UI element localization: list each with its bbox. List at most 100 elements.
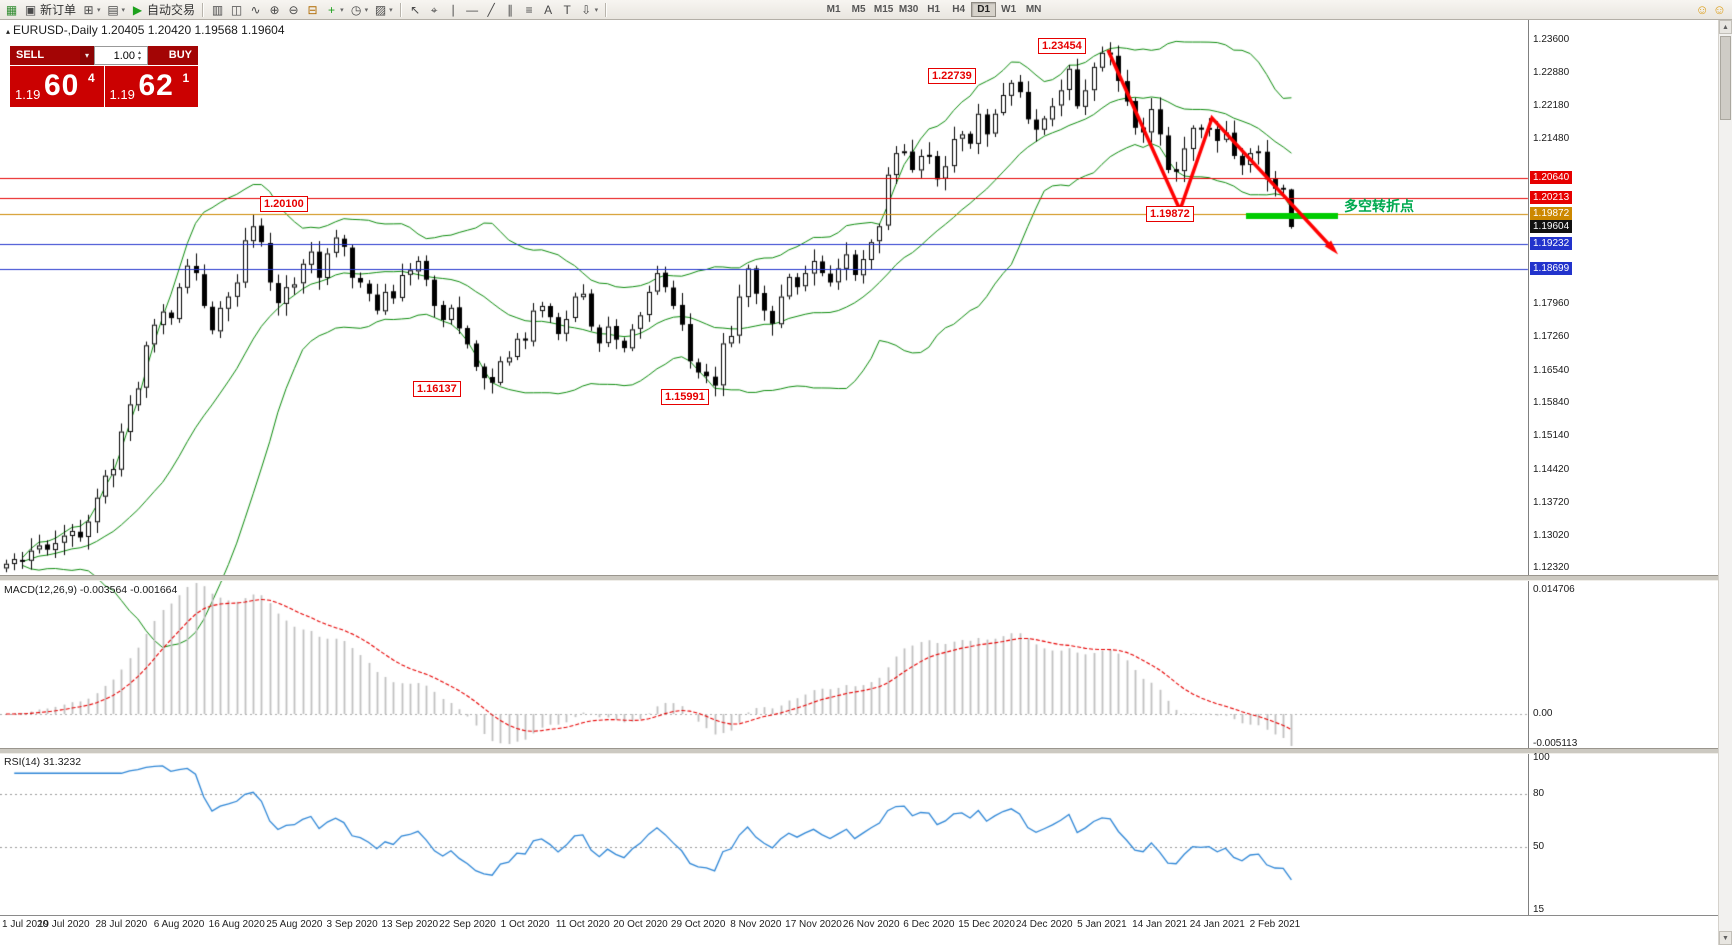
price-tick-label: 1.15140 xyxy=(1533,430,1570,442)
price-callout: 1.19872 xyxy=(1146,206,1194,222)
price-callout: 1.23454 xyxy=(1038,38,1086,54)
price-tick-label: 1.13720 xyxy=(1533,496,1570,508)
tile-windows-icon[interactable]: ⊟ xyxy=(307,2,318,17)
timeframe-d1-button[interactable]: D1 xyxy=(971,2,997,17)
macd-tick-label: 0.00 xyxy=(1533,708,1553,720)
horizontal-line-icon[interactable]: ― xyxy=(466,2,479,17)
buy-price-big: 62 xyxy=(138,69,174,102)
price-tick-label: 1.21480 xyxy=(1533,133,1570,145)
chart-title-text: EURUSD-,Daily 1.20405 1.20420 1.19568 1.… xyxy=(13,23,285,37)
price-level-tag: 1.19232 xyxy=(1530,237,1573,251)
new-chart-icon[interactable]: ⊞ ▾ xyxy=(83,2,101,17)
trendline-icon[interactable]: ╱ xyxy=(487,2,495,17)
annotation-text: 多空转折点 xyxy=(1344,198,1414,214)
sell-price-small: 1.19 xyxy=(15,87,41,102)
price-level-tag: 1.19604 xyxy=(1530,220,1573,233)
scrollbar-thumb[interactable] xyxy=(1720,36,1731,120)
sell-price-button[interactable]: 1.19 60 4 xyxy=(10,66,104,107)
timeframe-h4-button[interactable]: H4 xyxy=(952,4,966,15)
text-icon[interactable]: A xyxy=(544,2,553,17)
crosshair-icon[interactable]: ⌖ xyxy=(430,2,438,17)
date-label: 6 Dec 2020 xyxy=(903,919,955,930)
scrollbar-up-button[interactable]: ▲ xyxy=(1719,20,1732,34)
bars-chart-icon[interactable]: ▥ xyxy=(211,2,224,17)
vertical-line-icon[interactable]: ∣ xyxy=(450,2,457,17)
date-label: 22 Sep 2020 xyxy=(439,919,496,930)
smiley-icon[interactable]: ☺ xyxy=(1695,2,1709,17)
new-order-button[interactable]: ▣ 新订单 xyxy=(24,2,77,18)
volume-stepper[interactable]: ▴ ▾ xyxy=(137,47,142,64)
date-label: 6 Aug 2020 xyxy=(153,919,205,930)
price-level-tag: 1.20213 xyxy=(1530,191,1573,205)
chart-window-icon[interactable]: ▦ xyxy=(5,2,18,17)
line-chart-icon[interactable]: ∿ xyxy=(250,2,261,17)
channel-icon[interactable]: ∥ xyxy=(507,2,514,17)
timeframe-h1-button[interactable]: H1 xyxy=(927,4,941,15)
date-label: 1 Jul 2020 xyxy=(2,919,49,930)
volume-up-icon[interactable]: ▴ xyxy=(138,49,142,56)
date-label: 24 Dec 2020 xyxy=(1015,919,1073,930)
timeframe-toolbar: M1 M5 M15 M30 H1 H4 D1 W1 MN xyxy=(821,2,1046,17)
price-callout: 1.22739 xyxy=(928,68,976,84)
date-label: 13 Sep 2020 xyxy=(381,919,439,930)
date-label: 28 Jul 2020 xyxy=(95,919,148,930)
profiles-icon[interactable]: ▤ ▾ xyxy=(107,2,126,17)
price-tick-label: 1.14420 xyxy=(1533,464,1570,475)
periods-icon[interactable]: ◷ ▾ xyxy=(350,2,369,17)
price-level-tag: 1.18699 xyxy=(1530,262,1573,276)
date-label: 5 Jan 2021 xyxy=(1077,919,1127,930)
date-label: 17 Nov 2020 xyxy=(785,919,842,930)
timeframe-m1-button[interactable]: M1 xyxy=(826,4,841,15)
volume-down-icon[interactable]: ▾ xyxy=(138,55,142,62)
templates-icon[interactable]: ▨ ▾ xyxy=(374,2,393,17)
oneclick-dropdown-button[interactable]: ▾ xyxy=(80,46,94,65)
indicators-icon[interactable]: + ▾ xyxy=(328,2,344,17)
timeframe-m5-button[interactable]: M5 xyxy=(851,4,866,15)
arrows-icon[interactable]: ⇩ ▾ xyxy=(581,2,599,17)
timeframe-m15-button[interactable]: M15 xyxy=(873,4,894,15)
panel-separator[interactable] xyxy=(0,748,1732,754)
date-label: 24 Jan 2021 xyxy=(1189,919,1245,930)
volume-box: ▴▾ xyxy=(94,46,148,65)
volume-input[interactable] xyxy=(95,47,137,64)
toolbar-right-icons: ☺ ☺ xyxy=(1693,2,1728,17)
price-axis-border xyxy=(1528,20,1529,915)
sell-price-sup: 4 xyxy=(88,71,95,85)
scrollbar-down-button[interactable]: ▼ xyxy=(1719,931,1732,945)
date-label: 3 Sep 2020 xyxy=(326,919,378,930)
buy-button[interactable]: BUY xyxy=(148,46,198,65)
zoom-out-icon[interactable]: ⊖ xyxy=(288,2,299,17)
fibonacci-icon[interactable]: ≡ xyxy=(525,2,533,17)
date-label: 19 Jul 2020 xyxy=(37,919,90,930)
date-label: 29 Oct 2020 xyxy=(670,919,726,930)
label-icon[interactable]: T xyxy=(563,2,571,17)
oneclick-toggle-icon[interactable]: ▴ xyxy=(6,27,11,36)
price-level-tag: 1.19872 xyxy=(1530,207,1573,221)
timeframe-m30-button[interactable]: M30 xyxy=(898,4,919,15)
buy-price-sup: 1 xyxy=(182,71,190,85)
cursor-icon[interactable]: ↖ xyxy=(410,2,421,17)
timeframe-w1-button[interactable]: W1 xyxy=(1001,4,1017,15)
panel-separator[interactable] xyxy=(0,575,1732,581)
vertical-scrollbar[interactable]: ▲ ▼ xyxy=(1718,20,1732,945)
date-label: 8 Nov 2020 xyxy=(730,919,782,930)
date-label: 2 Feb 2021 xyxy=(1249,919,1301,930)
rsi-tick-label: 80 xyxy=(1533,787,1545,799)
sell-button[interactable]: SELL xyxy=(10,46,80,65)
date-label: 26 Nov 2020 xyxy=(842,919,900,930)
buy-price-button[interactable]: 1.19 62 1 xyxy=(104,66,198,107)
candles-chart-icon[interactable]: ◫ xyxy=(230,2,243,17)
rsi-tick-label: 100 xyxy=(1533,752,1550,763)
price-callout: 1.16137 xyxy=(413,381,461,397)
smiley2-icon[interactable]: ☺ xyxy=(1712,2,1726,17)
autotrading-button[interactable]: ▶ 自动交易 xyxy=(132,2,196,18)
zoom-in-icon[interactable]: ⊕ xyxy=(269,2,280,17)
price-tick-label: 1.22180 xyxy=(1533,100,1570,112)
date-label: 11 Oct 2020 xyxy=(555,919,610,930)
rsi-tick-label: 50 xyxy=(1533,841,1545,853)
toolbar-separator xyxy=(202,2,205,17)
timeframe-mn-button[interactable]: MN xyxy=(1025,4,1042,15)
toolbar-separator xyxy=(605,2,608,17)
